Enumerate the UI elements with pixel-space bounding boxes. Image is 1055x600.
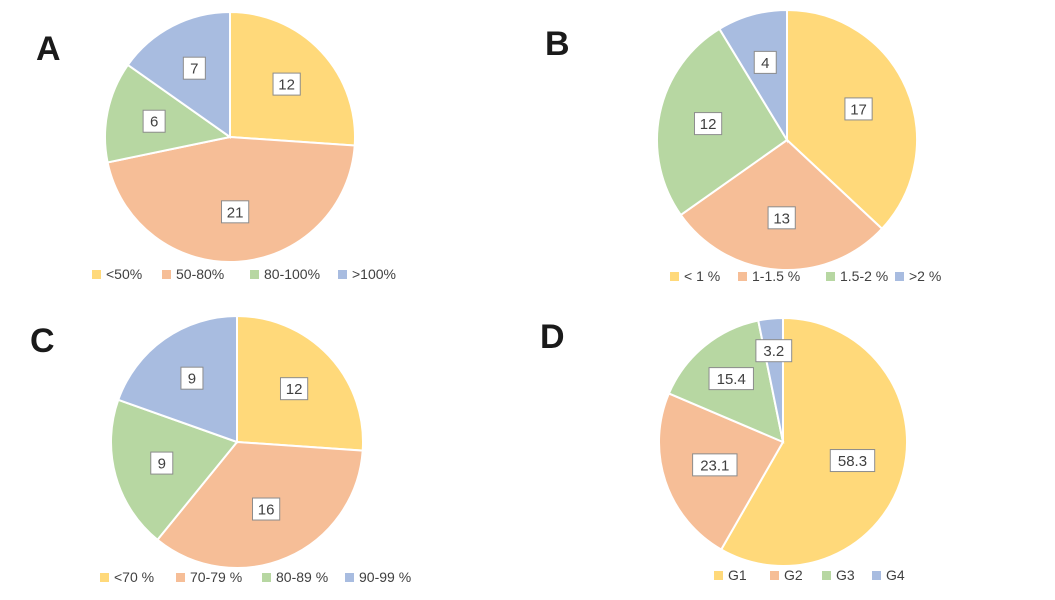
legend-label-a-3: 80-100% — [264, 266, 320, 282]
pie-slice-d-1 — [719, 316, 908, 567]
legend-label-a-1: <50% — [106, 266, 142, 282]
legend-swatch-d-1 — [714, 571, 723, 580]
pie-slice-a-3 — [104, 63, 233, 164]
legend-label-d-2: G2 — [784, 567, 803, 583]
legend-swatch-b-2 — [738, 272, 747, 281]
pie-slice-a-2 — [106, 135, 356, 263]
data-label-c-3: 9 — [158, 456, 166, 473]
data-label-d-1: 58.3 — [838, 453, 867, 470]
legend-label-c-3: 80-89 % — [276, 569, 328, 585]
data-label-box-b-2 — [767, 206, 796, 230]
pie-slice-b-2 — [679, 138, 884, 271]
data-label-b-4: 4 — [761, 55, 769, 72]
legend-label-c-2: 70-79 % — [190, 569, 242, 585]
legend-swatch-b-4 — [895, 272, 904, 281]
pie-slice-b-4 — [718, 8, 788, 144]
legend-swatch-a-3 — [250, 270, 259, 279]
legend-swatch-b-1 — [670, 272, 679, 281]
data-label-a-1: 12 — [278, 77, 295, 94]
legend-label-b-3: 1.5-2 % — [840, 268, 888, 284]
data-label-b-2: 13 — [773, 210, 790, 227]
data-label-box-d-3 — [708, 367, 754, 391]
legend-swatch-d-2 — [770, 571, 779, 580]
legend-swatch-d-3 — [822, 571, 831, 580]
legend-swatch-c-3 — [262, 573, 271, 582]
data-label-box-c-1 — [279, 377, 309, 401]
legend-swatch-a-2 — [162, 270, 171, 279]
legend-swatch-a-4 — [338, 270, 347, 279]
pie-slice-c-3 — [110, 398, 239, 542]
legend-label-a-4: >100% — [352, 266, 396, 282]
pie-chart-b: 17 < 1 % 13 1-1.5 % 12 1.5-2 % 4 >2 % — [656, 8, 941, 284]
data-label-box-a-4 — [182, 56, 206, 80]
legend-label-b-2: 1-1.5 % — [752, 268, 800, 284]
legend-swatch-c-4 — [345, 573, 354, 582]
pie-slice-c-4 — [116, 314, 238, 444]
pie-chart-d: 58.3 G1 23.1 G2 15.4 G3 3.2 G4 — [658, 316, 908, 583]
data-label-b-1: 17 — [850, 101, 867, 118]
data-label-box-b-1 — [844, 97, 873, 121]
data-label-box-a-3 — [142, 109, 166, 133]
data-label-box-d-1 — [829, 449, 876, 473]
legend-label-a-2: 50-80% — [176, 266, 224, 282]
data-label-box-d-2 — [692, 453, 738, 477]
legend-label-c-4: 90-99 % — [359, 569, 411, 585]
panel-letter-a: A — [36, 30, 61, 68]
data-label-box-c-4 — [180, 366, 204, 390]
legend-swatch-d-4 — [872, 571, 881, 580]
legend-label-c-1: <70 % — [114, 569, 154, 585]
data-label-d-3: 15.4 — [717, 371, 746, 388]
panel-letter-c: C — [30, 322, 55, 360]
data-label-box-c-3 — [150, 451, 174, 475]
data-label-d-2: 23.1 — [700, 457, 729, 474]
legend-label-d-1: G1 — [728, 567, 747, 583]
legend-label-d-4: G4 — [886, 567, 905, 583]
data-label-box-a-1 — [272, 72, 301, 96]
data-label-d-4: 3.2 — [763, 343, 784, 360]
legend-label-d-3: G3 — [836, 567, 855, 583]
legend-swatch-c-2 — [176, 573, 185, 582]
data-label-box-b-4 — [753, 50, 777, 74]
panel-letter-d: D — [540, 318, 565, 356]
legend-swatch-b-3 — [826, 272, 835, 281]
data-label-box-b-3 — [693, 112, 723, 136]
data-label-a-3: 6 — [150, 114, 158, 131]
data-label-box-a-2 — [221, 200, 250, 224]
legend-swatch-c-1 — [100, 573, 109, 582]
legend-label-b-1: < 1 % — [684, 268, 720, 284]
data-label-a-2: 21 — [227, 204, 244, 221]
pie-chart-a: 12 <50% 21 50-80% 6 80-100% 7 >100% — [92, 10, 396, 282]
data-label-c-1: 12 — [286, 381, 303, 398]
legend-swatch-a-1 — [92, 270, 101, 279]
data-label-c-4: 9 — [188, 371, 196, 388]
panel-letter-b: B — [545, 25, 570, 63]
data-label-b-3: 12 — [700, 116, 717, 133]
legend-label-b-4: >2 % — [909, 268, 941, 284]
pie-chart-c: 12 <70 % 16 70-79 % 9 80-89 % 9 90-99 % — [100, 314, 411, 585]
data-label-box-c-2 — [252, 497, 281, 521]
data-label-box-d-4 — [755, 339, 793, 363]
data-label-c-2: 16 — [258, 502, 275, 519]
pie-slice-a-4 — [126, 10, 231, 139]
data-label-a-4: 7 — [190, 61, 198, 78]
